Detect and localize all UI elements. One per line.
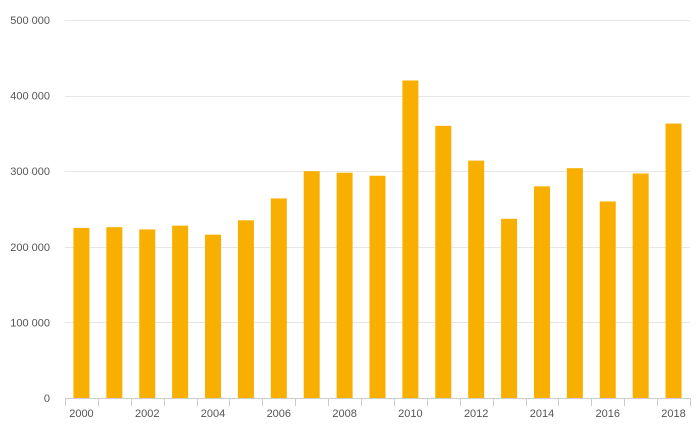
grid-lines: [65, 20, 690, 323]
y-axis-tick-labels: 0 100 000 200 000 300 000 400 000 500 000: [10, 15, 50, 405]
bar-2015: [566, 168, 583, 398]
bar-2006: [270, 198, 287, 398]
x-tick-label: 2014: [530, 408, 554, 420]
x-tick-label: 2012: [464, 408, 488, 420]
bar-2000: [73, 227, 90, 398]
bar-2017: [632, 173, 649, 398]
x-tick-label: 2006: [267, 408, 291, 420]
y-tick-label: 300 000: [10, 166, 50, 178]
bar-2016: [599, 201, 616, 398]
bars: [73, 80, 682, 398]
y-tick-label: 500 000: [10, 15, 50, 27]
x-axis: 2000 2002 2004 2006 2008 2010 2012 2014 2016 2018: [65, 398, 691, 420]
y-tick-label: 0: [44, 393, 50, 405]
x-tick-label: 2002: [135, 408, 159, 420]
x-tick-label: 2018: [661, 408, 685, 420]
x-tick-label: 2008: [332, 408, 356, 420]
y-tick-label: 400 000: [10, 91, 50, 103]
bar-2014: [533, 186, 550, 398]
bar-2010: [402, 80, 419, 398]
bar-2011: [435, 125, 452, 398]
bar-2007: [303, 171, 320, 398]
x-tick-label: 2016: [596, 408, 620, 420]
bar-2002: [139, 229, 156, 398]
bar-2009: [369, 175, 386, 398]
x-tick-label: 2000: [69, 408, 93, 420]
bar-2008: [336, 172, 353, 398]
bar-2003: [172, 225, 189, 398]
bar-2004: [205, 234, 222, 398]
bar-2018: [665, 123, 682, 398]
bar-2012: [468, 160, 485, 398]
x-tick-label: 2010: [398, 408, 422, 420]
y-tick-label: 100 000: [10, 317, 50, 329]
bar-2005: [237, 220, 254, 398]
bar-2013: [501, 218, 518, 398]
y-tick-label: 200 000: [10, 242, 50, 254]
x-tick-label: 2004: [201, 408, 225, 420]
bar-2001: [106, 227, 123, 398]
